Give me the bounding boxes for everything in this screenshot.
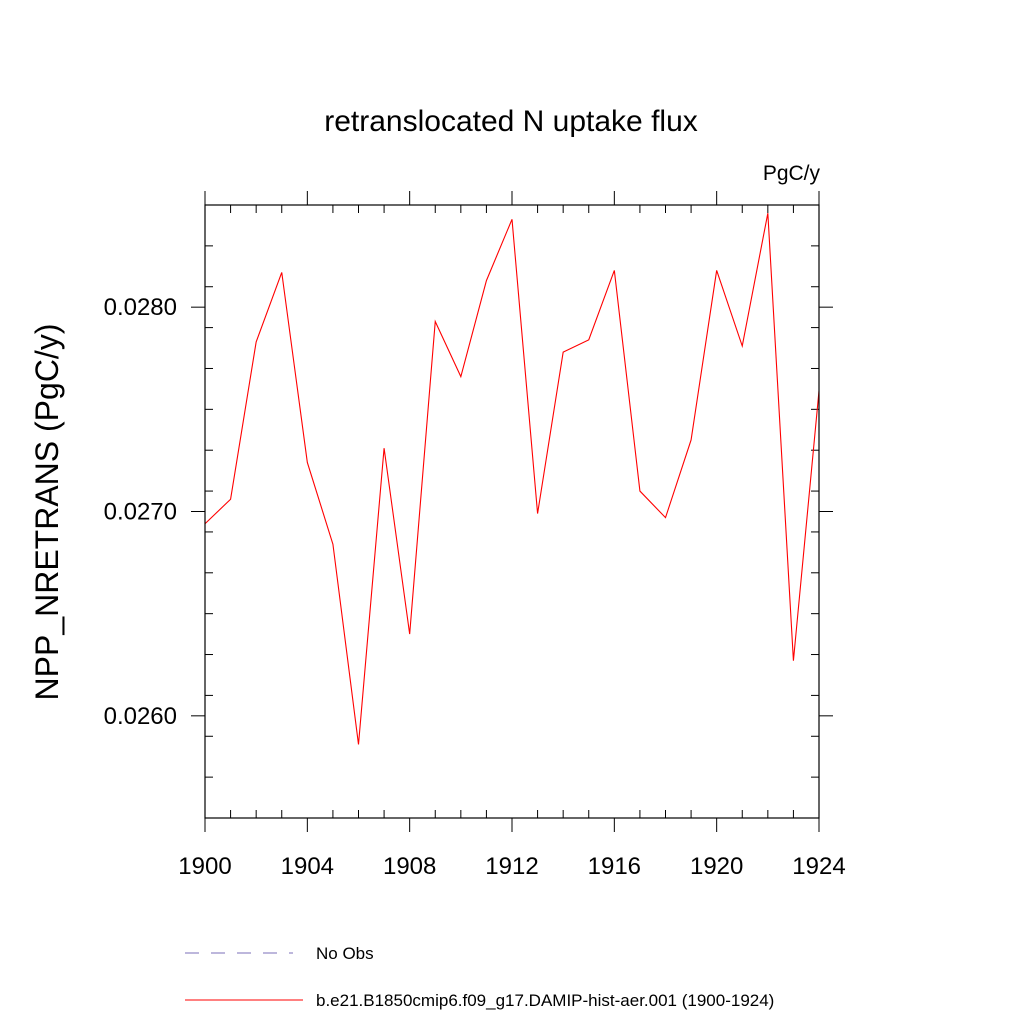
legend: No Obs b.e21.B1850cmip6.f09_g17.DAMIP-his… xyxy=(185,944,774,1010)
x-tick-label: 1912 xyxy=(485,853,538,880)
plot-frame xyxy=(204,204,820,819)
legend-label: b.e21.B1850cmip6.f09_g17.DAMIP-hist-aer.… xyxy=(316,991,774,1010)
units-label: PgC/y xyxy=(763,162,821,185)
y-tick-label: 0.0270 xyxy=(104,499,177,526)
axis-ticks xyxy=(191,191,833,832)
x-tick-label: 1904 xyxy=(281,853,334,880)
plot-series xyxy=(204,213,820,745)
y-tick-label: 0.0260 xyxy=(104,703,177,730)
y-axis-label: NPP_NRETRANS (PgC/y) xyxy=(29,324,65,701)
series-line xyxy=(204,213,820,745)
chart-title: retranslocated N uptake flux xyxy=(324,105,698,138)
x-tick-label: 1900 xyxy=(178,853,231,880)
x-tick-label: 1920 xyxy=(690,853,743,880)
legend-label: No Obs xyxy=(316,944,374,963)
x-tick-label: 1908 xyxy=(383,853,436,880)
axis-tick-labels: 1900 1904 1908 1912 1916 1920 1924 0.0260 0.0270… xyxy=(104,294,846,880)
y-tick-label: 0.0280 xyxy=(104,294,177,321)
x-tick-label: 1916 xyxy=(588,853,641,880)
x-tick-label: 1924 xyxy=(792,853,845,880)
